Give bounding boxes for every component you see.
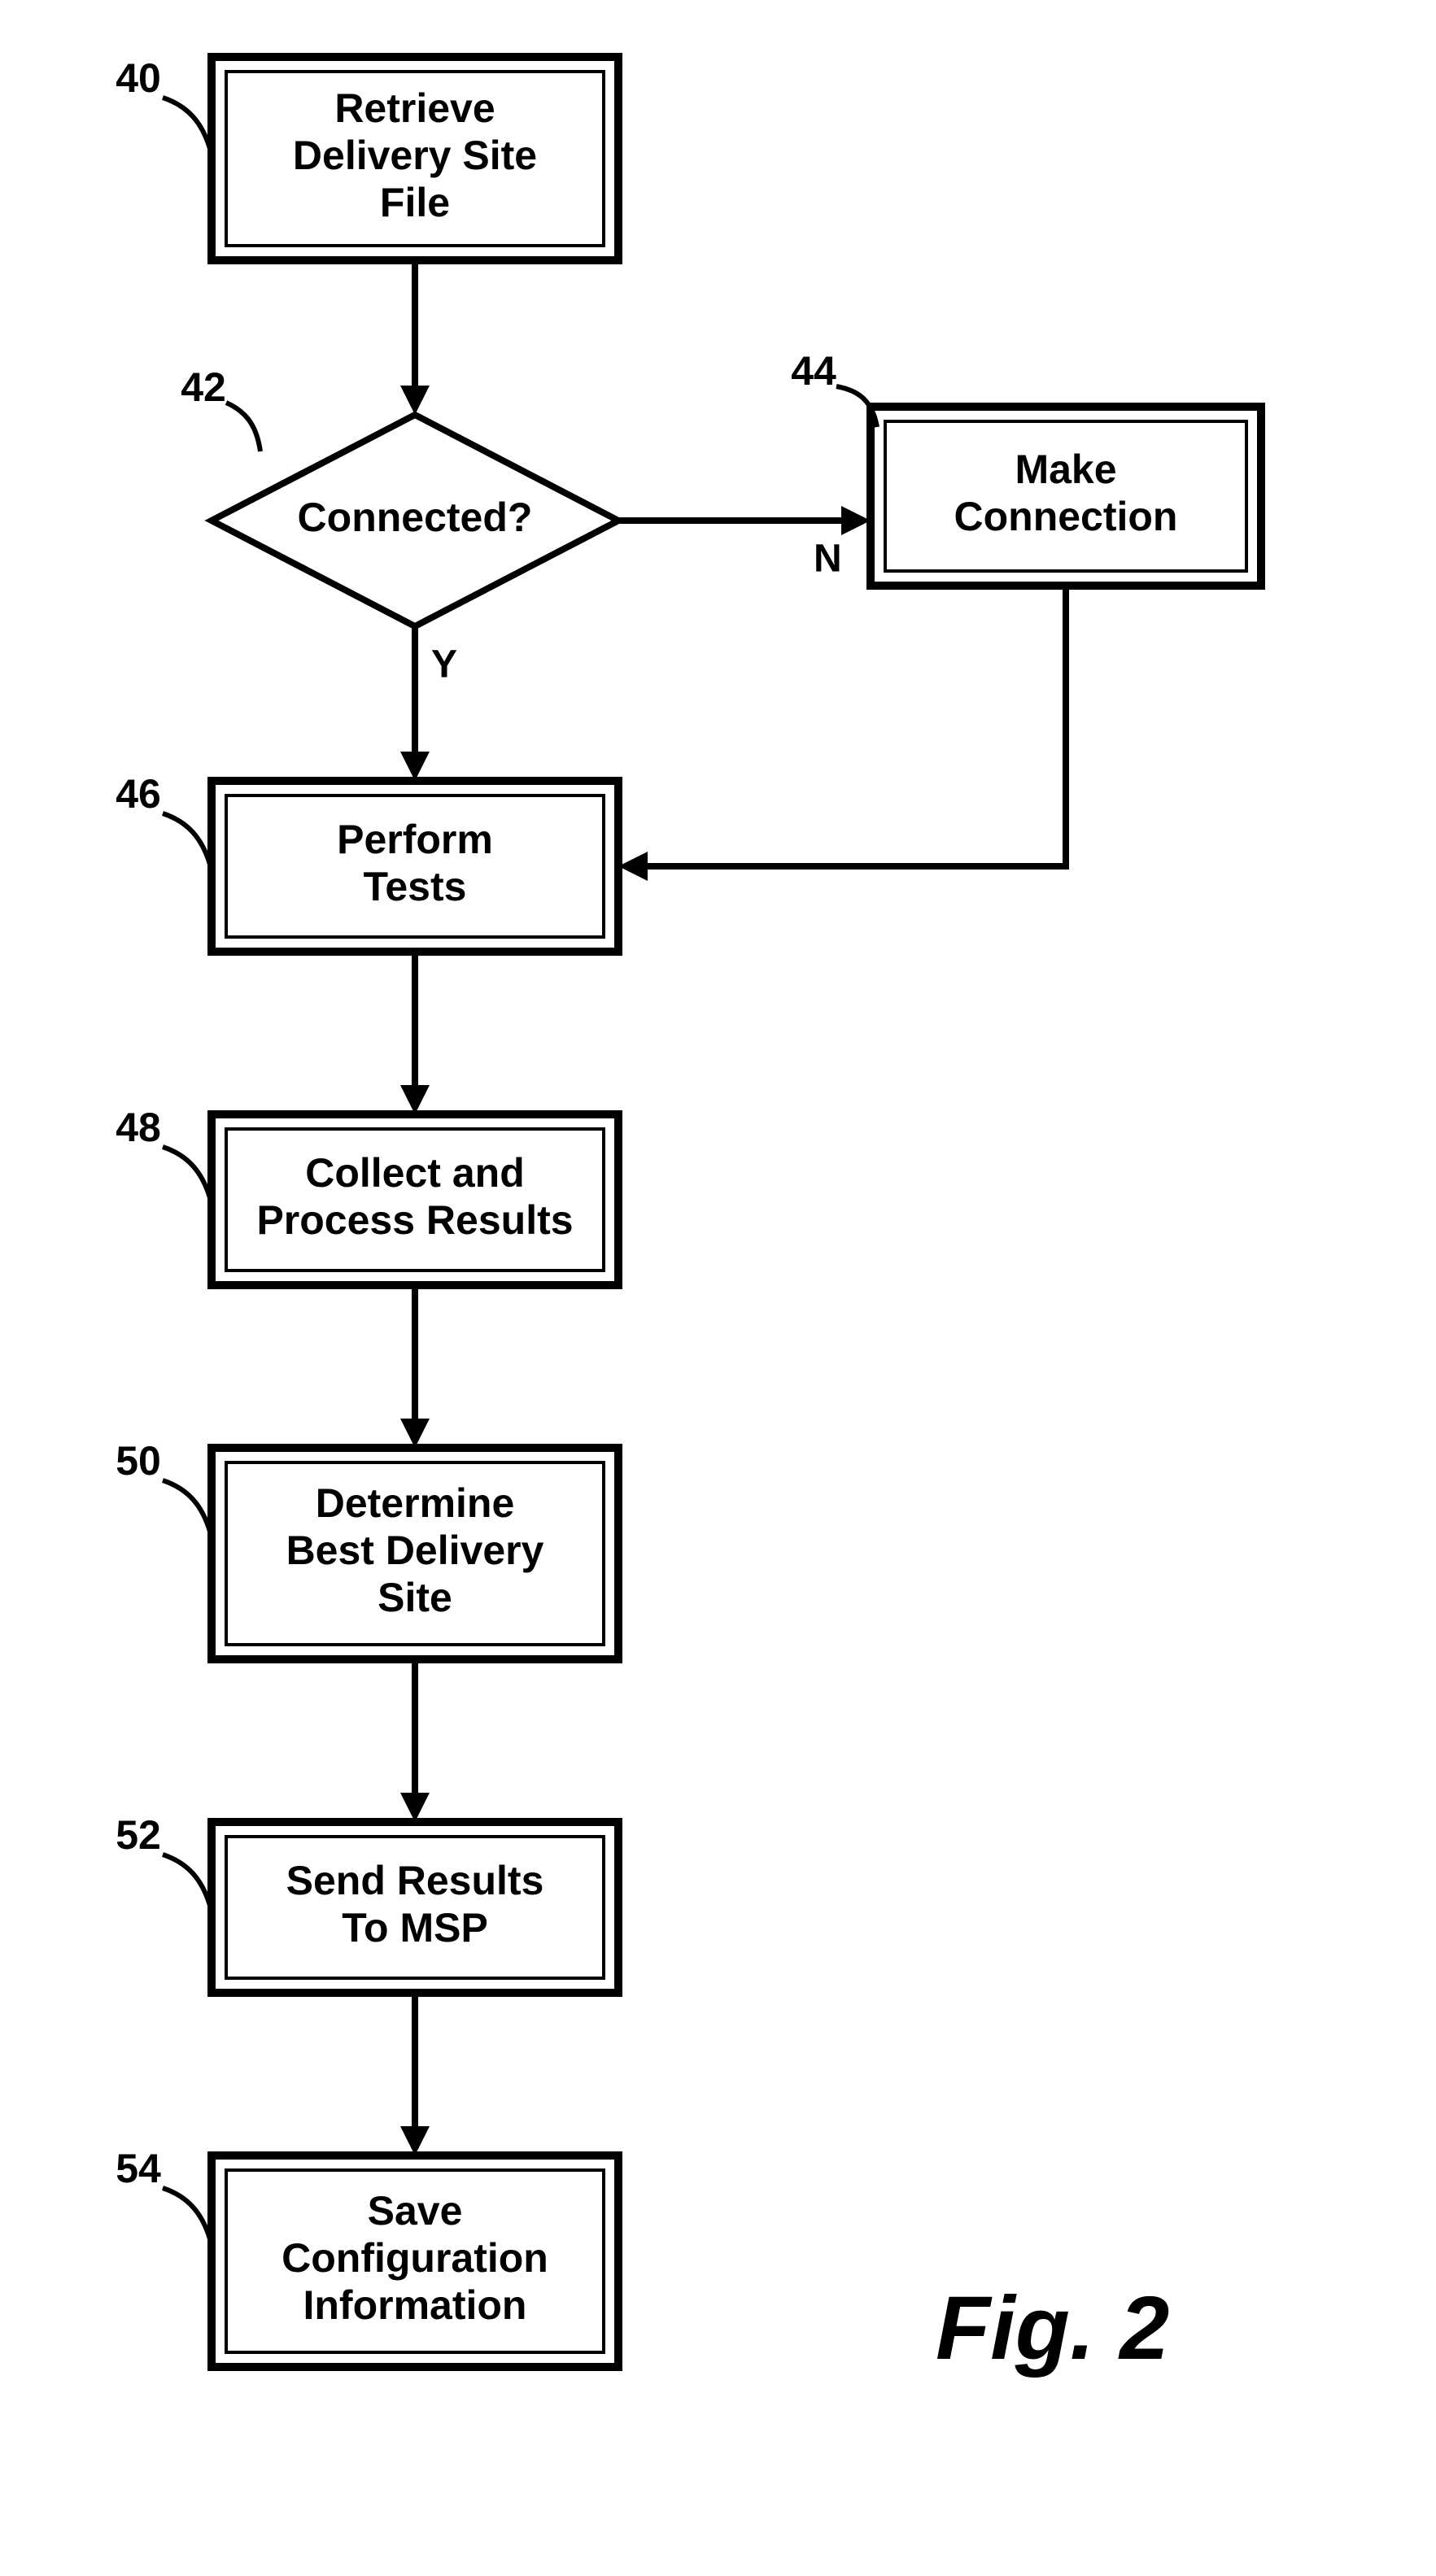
node-text-n48-0: Collect and	[305, 1150, 524, 1196]
node-text-n54-2: Information	[303, 2282, 527, 2328]
node-text-n48-1: Process Results	[256, 1197, 573, 1243]
node-text-n40-2: File	[380, 180, 450, 225]
flowchart-canvas: Y N RetrieveDelivery SiteFile 40 Connected? 4…	[0, 0, 1436, 2576]
ref-label-n44: 44	[791, 348, 836, 394]
arrowhead-e40_42	[400, 386, 430, 415]
ref-curve-52	[163, 1855, 212, 1911]
node-n42: Connected? 42	[181, 364, 618, 626]
node-text-n54-1: Configuration	[282, 2235, 548, 2281]
node-n40: RetrieveDelivery SiteFile 40	[116, 55, 618, 260]
arrowhead-e42_46	[400, 752, 430, 781]
edge-label-e42_44: N	[814, 538, 842, 581]
ref-label-n40: 40	[116, 55, 161, 101]
node-n50: DetermineBest DeliverySite 50	[116, 1438, 618, 1659]
node-text-n52-0: Send Results	[286, 1858, 544, 1903]
ref-curve-42	[226, 403, 260, 451]
node-n54: SaveConfigurationInformation 54	[116, 2146, 618, 2367]
ref-label-n42: 42	[181, 364, 226, 410]
nodes-layer: RetrieveDelivery SiteFile 40 Connected? 42 M…	[116, 55, 1261, 2367]
arrowhead-e44_46	[618, 852, 648, 881]
ref-label-n54: 54	[116, 2146, 161, 2191]
ref-label-n46: 46	[116, 771, 161, 817]
node-n44: MakeConnection 44	[791, 348, 1261, 586]
edge-e44_46	[633, 586, 1066, 866]
ref-label-n52: 52	[116, 1812, 161, 1858]
node-text-n44-1: Connection	[954, 494, 1178, 539]
node-text-n54-0: Save	[368, 2188, 463, 2234]
arrowhead-e46_48	[400, 1085, 430, 1114]
ref-curve-54	[163, 2188, 212, 2245]
node-text-n40-0: Retrieve	[334, 85, 495, 131]
ref-curve-40	[163, 98, 212, 155]
ref-curve-50	[163, 1480, 212, 1537]
ref-label-n48: 48	[116, 1105, 161, 1150]
edge-label-e42_46: Y	[431, 643, 457, 686]
node-n52: Send ResultsTo MSP 52	[116, 1812, 618, 1993]
node-n48: Collect andProcess Results 48	[116, 1105, 618, 1285]
node-text-n50-2: Site	[378, 1575, 452, 1620]
node-text-n50-1: Best Delivery	[286, 1528, 544, 1573]
node-text-n44-0: Make	[1015, 447, 1116, 492]
ref-label-n50: 50	[116, 1438, 161, 1484]
ref-curve-46	[163, 813, 212, 870]
node-n46: PerformTests 46	[116, 771, 618, 952]
arrowhead-e42_44	[841, 506, 871, 535]
arrowhead-e48_50	[400, 1419, 430, 1448]
node-text-n52-1: To MSP	[342, 1905, 488, 1951]
ref-curve-48	[163, 1147, 212, 1204]
node-text-n46-0: Perform	[337, 817, 493, 862]
node-text-n50-0: Determine	[316, 1480, 515, 1526]
arrowhead-e50_52	[400, 1793, 430, 1822]
node-text-n40-1: Delivery Site	[293, 133, 537, 178]
figure-caption: Fig. 2	[936, 2278, 1169, 2378]
node-text-n46-1: Tests	[364, 864, 467, 909]
node-text-n42-0: Connected?	[298, 495, 533, 540]
arrowhead-e52_54	[400, 2126, 430, 2155]
